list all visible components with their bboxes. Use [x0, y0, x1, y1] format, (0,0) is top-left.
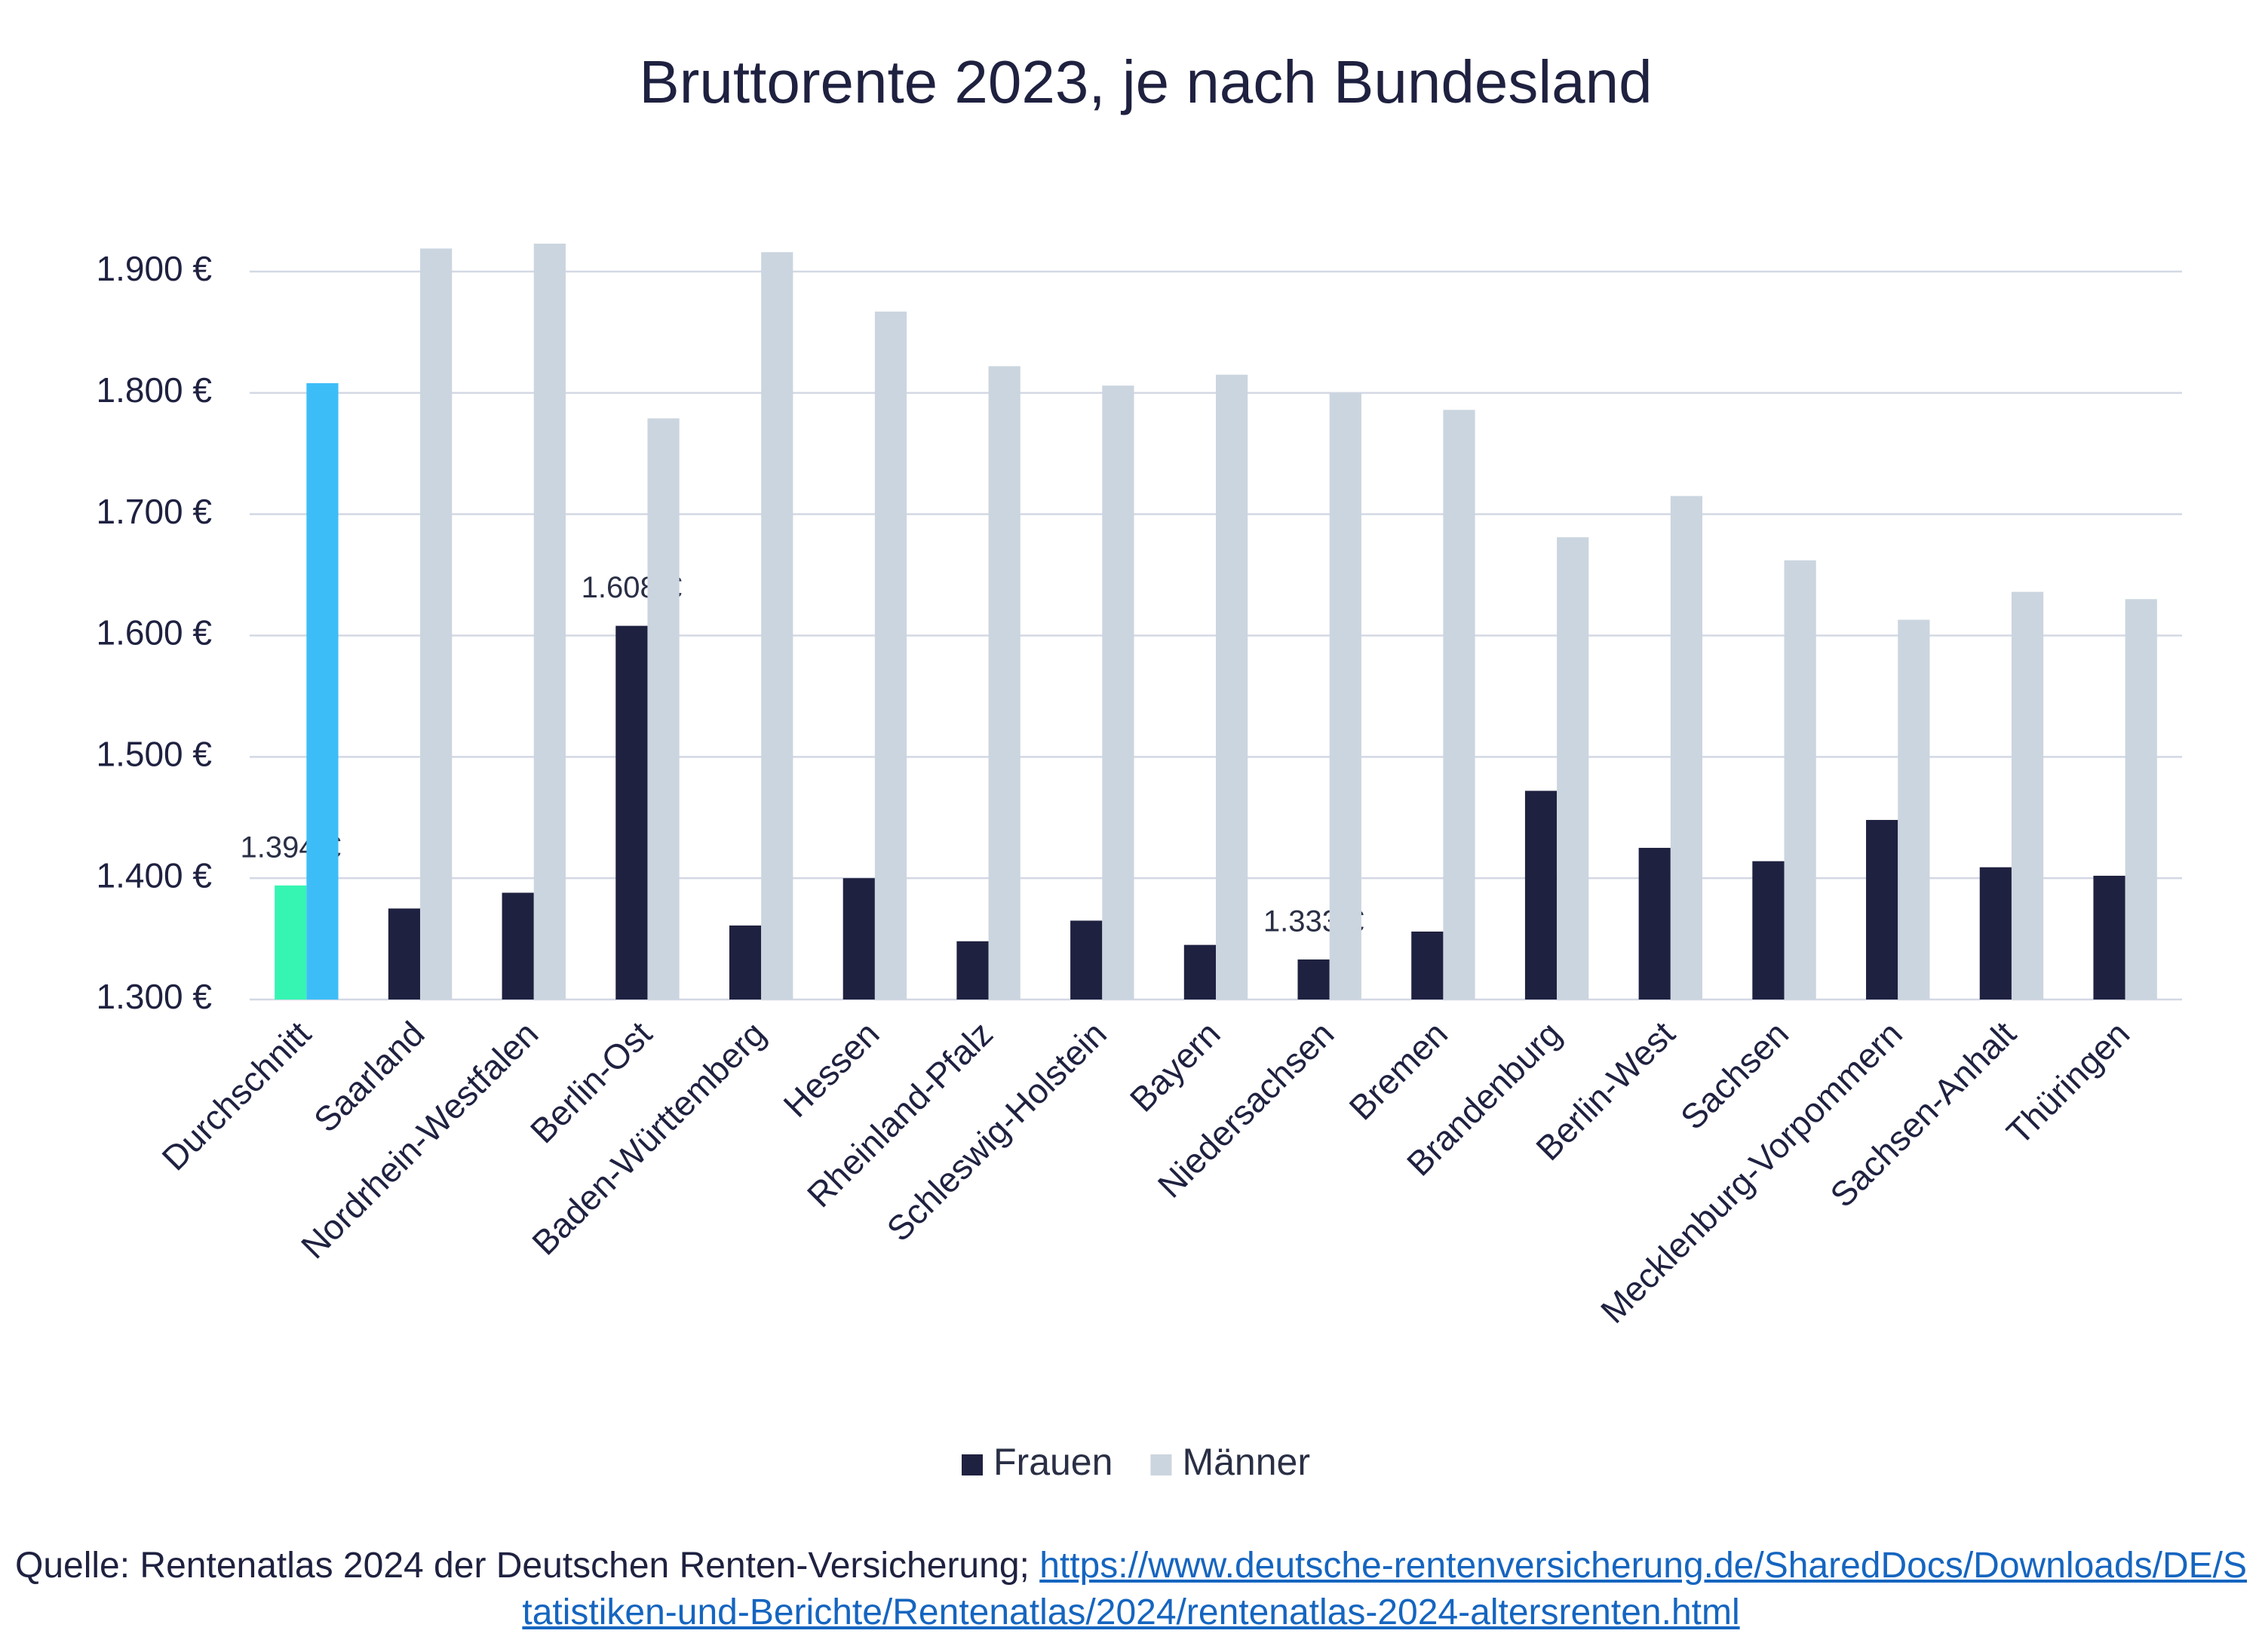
y-tick-label: 1.700 €: [97, 492, 212, 531]
bar: [874, 312, 907, 999]
y-tick-label: 1.600 €: [97, 613, 212, 653]
legend-label: Frauen: [993, 1441, 1113, 1483]
bar: [420, 248, 453, 1000]
x-tick-label: Bayern: [1122, 1014, 1228, 1119]
bar: [1670, 496, 1703, 999]
legend-label: Männer: [1182, 1441, 1310, 1483]
bar: [533, 244, 566, 1000]
bar: [842, 878, 875, 999]
bar: [1102, 385, 1134, 999]
bar: [1297, 959, 1330, 999]
bar: [1898, 619, 1930, 999]
legend-swatch: [1150, 1454, 1172, 1475]
bar: [306, 382, 339, 999]
bar: [1557, 537, 1589, 999]
y-tick-label: 1.800 €: [97, 370, 212, 410]
chart-title: Bruttorente 2023, je nach Bundesland: [639, 48, 1652, 115]
bar: [647, 418, 680, 999]
legend-swatch: [962, 1454, 983, 1475]
bar: [1070, 920, 1103, 999]
source-text: Quelle: Rentenatlas 2024 der Deutschen R…: [15, 1546, 1030, 1586]
source: Quelle: Rentenatlas 2024 der Deutschen R…: [15, 1543, 2247, 1636]
bar: [388, 908, 421, 999]
bar: [2011, 591, 2044, 999]
x-tick-label: Schleswig-Holstein: [879, 1014, 1114, 1249]
bar: [956, 941, 989, 999]
x-tick-label: Durchschnitt: [154, 1014, 318, 1178]
bar: [275, 885, 307, 999]
bar: [1443, 410, 1475, 999]
bar: [615, 625, 648, 999]
bar: [761, 252, 793, 999]
bar: [1638, 847, 1671, 999]
bar: [1866, 819, 1898, 999]
x-tick-label: Thüringen: [1999, 1014, 2137, 1152]
y-tick-label: 1.300 €: [97, 977, 212, 1016]
bar: [1216, 374, 1248, 999]
bar: [1979, 867, 2012, 999]
source-link[interactable]: https://www.deutsche-rentenversicherung.…: [522, 1546, 2248, 1632]
bar: [1183, 944, 1216, 999]
x-tick-label: Hessen: [775, 1014, 886, 1125]
bar: [502, 892, 534, 999]
x-tick-label: Bremen: [1341, 1014, 1455, 1128]
y-tick-label: 1.500 €: [97, 734, 212, 773]
bar: [2125, 599, 2157, 999]
bar: [1784, 560, 1816, 999]
chart: Bruttorente 2023, je nach Bundesland 1.3…: [97, 48, 2182, 1483]
bar: [729, 925, 762, 999]
bar: [1752, 861, 1785, 999]
bar: [1524, 791, 1558, 999]
y-tick-label: 1.400 €: [97, 855, 212, 895]
bar: [988, 366, 1021, 999]
bar: [1411, 931, 1444, 999]
y-tick-label: 1.900 €: [97, 249, 212, 288]
bar: [2093, 875, 2125, 999]
bar: [1329, 392, 1361, 999]
